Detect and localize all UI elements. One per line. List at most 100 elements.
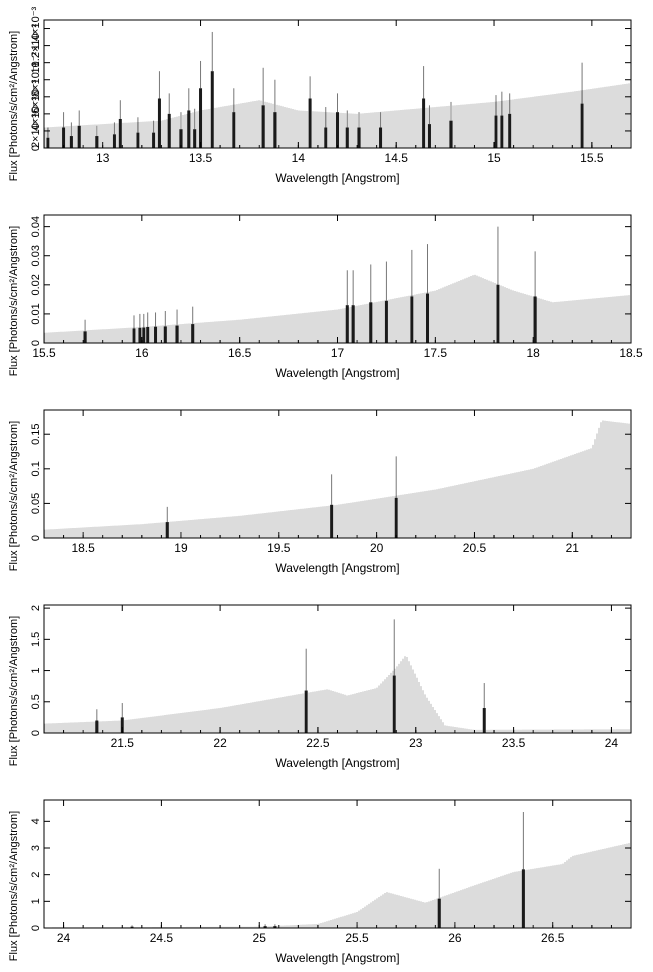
continuum-model-spectrum <box>44 656 630 733</box>
x-tick-label: 26 <box>448 931 462 945</box>
emission-line-bar-11 <box>351 305 355 343</box>
emission-line-bar-27 <box>427 124 431 148</box>
emission-line-bar-2 <box>62 127 66 148</box>
x-tick-label: 24 <box>605 736 619 750</box>
emission-line-bar-28 <box>449 120 453 148</box>
emission-line-bar-32 <box>580 103 584 148</box>
x-tick-label: 19 <box>174 541 188 555</box>
x-tick-label: 17 <box>331 346 345 360</box>
emission-line-bar-10 <box>157 98 161 148</box>
x-tick-label: 15.5 <box>580 151 604 165</box>
emission-line-bar-11 <box>167 113 171 148</box>
x-tick-label: 13.5 <box>189 151 213 165</box>
emission-line-bar-1 <box>95 720 99 733</box>
emission-line-bar-30 <box>500 115 504 148</box>
emission-line-bar-24 <box>357 127 361 148</box>
emission-line-bar-18 <box>261 105 265 148</box>
emission-line-bar-25 <box>379 127 383 148</box>
y-axis-label: Flux [Photons/s/cm²/Angstrom] <box>8 226 20 376</box>
emission-line-bar-15 <box>426 293 430 343</box>
y-tick-label: 0 <box>30 925 42 931</box>
emission-line-bar-12 <box>179 129 183 148</box>
y-axis-label: Flux [Photons/s/cm²/Angstrom] <box>8 616 20 766</box>
continuum-model-spectrum <box>44 83 630 148</box>
emission-line-bar-16 <box>210 71 214 148</box>
emission-line-bar-16 <box>496 284 500 343</box>
emission-line-bar-20 <box>308 98 312 148</box>
y-tick-label: 1.5 <box>30 632 42 647</box>
emission-line-bar-9 <box>152 132 156 148</box>
y-tick-label: 0.02 <box>30 274 42 295</box>
emission-line-bar-6 <box>154 326 158 343</box>
x-tick-label: 14.5 <box>385 151 409 165</box>
emission-line-bar-7 <box>118 118 122 148</box>
y-tick-label: 0.1 <box>30 461 42 476</box>
y-tick-label: 0.15 <box>30 424 42 445</box>
y-tick-label: 0 <box>30 145 42 151</box>
spectrum-panel-2: 15.5 16 16.5 17 17.5 18 18.5 0 0.01 0.02 0.03 0.04 W… <box>8 214 643 380</box>
y-tick-label: 8×10⁻³ <box>30 62 42 97</box>
y-tick-label: 0.01 <box>30 303 42 324</box>
y-tick-label: 4×10⁻³ <box>30 96 42 131</box>
x-tick-label: 18.5 <box>619 346 643 360</box>
x-tick-label: 17.5 <box>424 346 448 360</box>
emission-line-bar-29 <box>494 115 498 148</box>
emission-line-bar-1 <box>165 522 169 538</box>
y-tick-label: 6×10⁻³ <box>30 79 42 114</box>
x-tick-label: 20 <box>370 541 384 555</box>
emission-line-bar-3 <box>273 926 277 928</box>
emission-line-bar-3 <box>304 690 308 733</box>
y-tick-label: 1 <box>30 667 42 673</box>
x-tick-label: 16.5 <box>228 346 252 360</box>
continuum-model-spectrum <box>44 420 630 538</box>
y-tick-label: 3 <box>30 845 42 851</box>
x-tick-label: 14 <box>292 151 306 165</box>
x-tick-label: 13 <box>96 151 110 165</box>
emission-line-bar-12 <box>369 302 373 343</box>
x-tick-label: 15 <box>487 151 501 165</box>
x-axis-label: Wavelength [Angstrom] <box>275 366 399 380</box>
y-tick-label: 1.4×10⁻³ <box>30 6 42 50</box>
y-tick-label: 0 <box>30 730 42 736</box>
spectrum-panel-5: 24 24.5 25 25.5 26 26.5 0 1 2 3 4 Wavelength [Angst… <box>8 799 632 965</box>
y-tick-label: 4 <box>30 818 42 824</box>
emission-line-bar-1 <box>130 926 134 928</box>
emission-line-bar-5 <box>95 136 99 148</box>
emission-line-bar-17 <box>533 296 537 343</box>
spectrum-panel-3: 18.5 19 19.5 20 20.5 21 0 0.05 0.1 0.15 Wavelength… <box>8 409 632 575</box>
x-tick-label: 20.5 <box>463 541 487 555</box>
emission-line-bar-2 <box>132 328 136 343</box>
emission-line-bar-23 <box>345 127 349 148</box>
x-tick-label: 25.5 <box>345 931 369 945</box>
y-axis-label: Flux [Photons/s/cm²/Angstrom] <box>8 31 20 181</box>
x-tick-label: 23 <box>409 736 423 750</box>
x-axis-label: Wavelength [Angstrom] <box>275 561 399 575</box>
emission-line-bar-6 <box>112 134 116 148</box>
emission-line-bar-7 <box>163 326 167 343</box>
x-tick-label: 25 <box>253 931 267 945</box>
spectrum-panel-4: 21.5 22 22.5 23 23.5 24 0 0.5 1 1.5 2 Wavelength [A… <box>8 604 632 770</box>
x-tick-label: 18 <box>526 346 540 360</box>
emission-line-bar-1 <box>83 331 87 343</box>
x-tick-label: 21 <box>566 541 580 555</box>
emission-line-bar-8 <box>175 325 179 343</box>
x-tick-label: 15.5 <box>32 346 56 360</box>
y-tick-label: 0 <box>30 340 42 346</box>
x-tick-label: 19.5 <box>267 541 291 555</box>
x-axis-label: Wavelength [Angstrom] <box>275 756 399 770</box>
emission-line-bar-14 <box>410 296 414 343</box>
emission-line-bar-4 <box>142 327 146 343</box>
emission-line-bar-14 <box>193 129 197 148</box>
emission-line-bar-10 <box>345 305 349 343</box>
emission-line-bar-8 <box>136 132 140 148</box>
emission-line-bar-2 <box>263 926 267 928</box>
emission-line-bar-13 <box>187 110 191 148</box>
y-tick-label: 0 <box>30 535 42 541</box>
y-tick-label: 0.05 <box>30 493 42 514</box>
emission-line-bar-19 <box>273 112 277 148</box>
emission-line-bar-3 <box>394 497 398 538</box>
x-tick-label: 24 <box>57 931 71 945</box>
emission-line-bar-13 <box>384 300 388 343</box>
emission-line-bar-5 <box>521 869 525 928</box>
